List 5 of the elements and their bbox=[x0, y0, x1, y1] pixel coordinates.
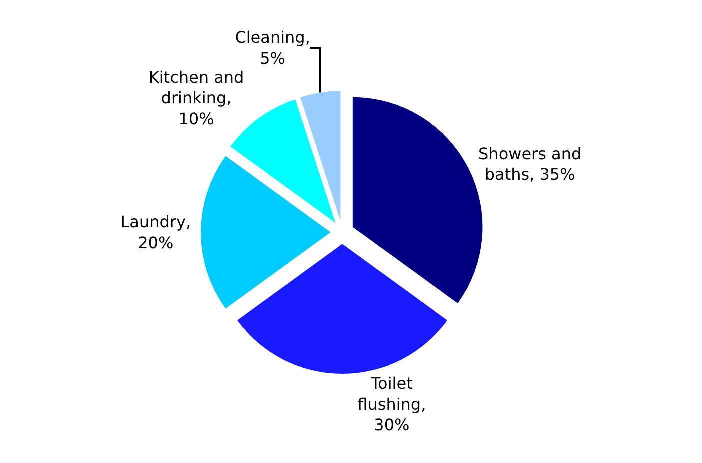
slice-label: Kitchen and drinking, 10% bbox=[148, 68, 244, 128]
slice-label: Showers and baths, 35% bbox=[478, 144, 582, 184]
slice-label: Cleaning, 5% bbox=[235, 28, 310, 68]
slice-label: Toilet flushing, 30% bbox=[358, 374, 426, 435]
slice-label: Laundry, 20% bbox=[120, 212, 192, 252]
